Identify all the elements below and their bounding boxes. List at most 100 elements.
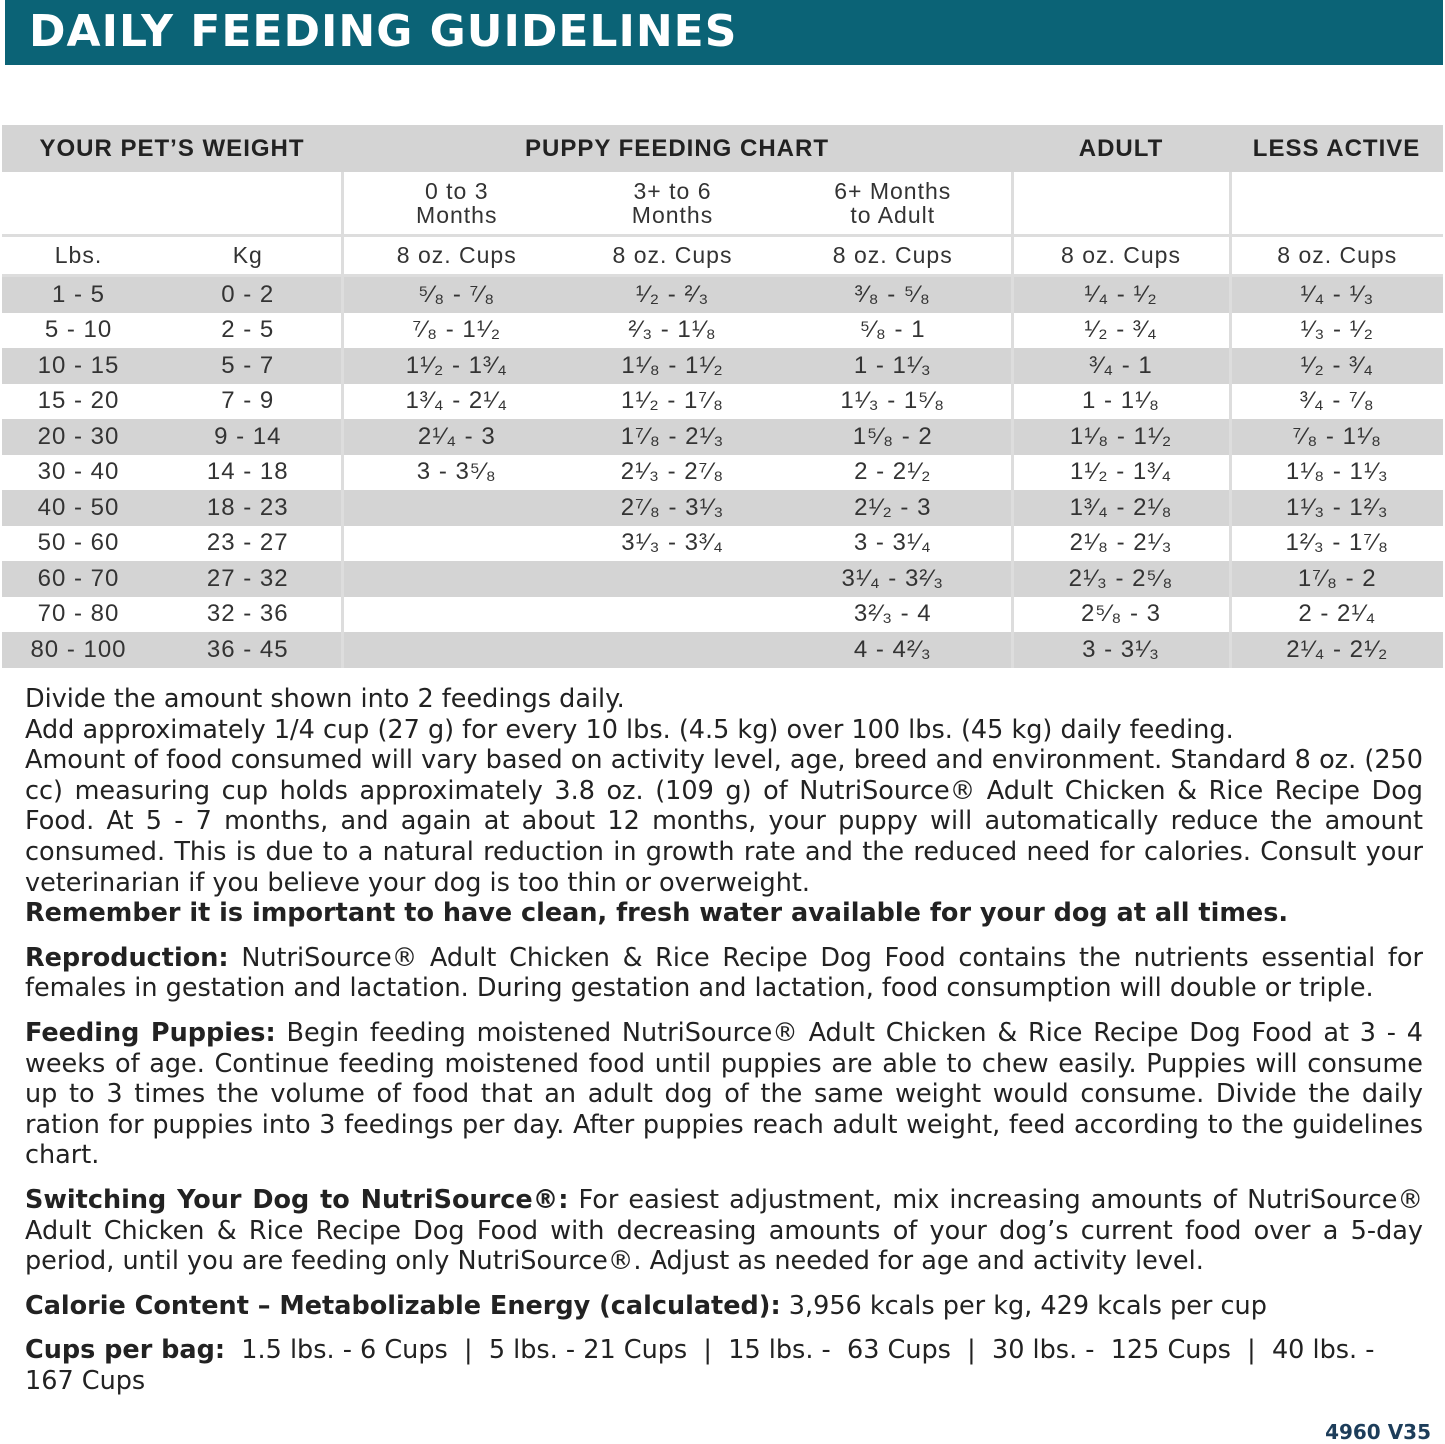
table-cell bbox=[340, 632, 571, 668]
table-cell bbox=[340, 490, 571, 526]
age-row: 0 to 3 Months 3+ to 6 Months 6+ Months t… bbox=[2, 172, 1444, 237]
table-cell: 5 - 7 bbox=[155, 348, 343, 384]
product-code: 4960 V35 bbox=[1325, 1420, 1431, 1444]
table-cell: 2⁵⁄₈ - 3 bbox=[1010, 596, 1231, 632]
table-row: 40 - 50 18 - 23 2⁷⁄₈ - 3¹⁄₃ 2¹⁄₂ - 3 1³⁄₄ - … bbox=[2, 490, 1444, 526]
note-switching: Switching Your Dog to NutriSource®: For … bbox=[25, 1184, 1423, 1277]
table-cell: 1¹⁄₂ - 1³⁄₄ bbox=[340, 348, 571, 384]
unit-cups: 8 oz. Cups bbox=[1010, 235, 1231, 277]
table-row: 80 - 100 36 - 45 4 - 4²⁄₃ 3 - 3¹⁄₃ 2¹⁄₄ - 2¹… bbox=[2, 632, 1444, 668]
note-calories: Calorie Content – Metabolizable Energy (… bbox=[25, 1290, 1267, 1321]
header-adult: ADULT bbox=[1012, 125, 1231, 172]
age-3-6: 3+ to 6 Months bbox=[570, 172, 776, 237]
table-cell: 1¹⁄₃ - 1⁵⁄₈ bbox=[840, 387, 946, 415]
age-6-adult: 6+ Months to Adult bbox=[775, 172, 1013, 237]
note-cups-per-bag: Cups per bag: 1.5 lbs. - 6 Cups | 5 lbs.… bbox=[25, 1335, 1383, 1396]
table-cell: ³⁄₄ - 1 bbox=[1010, 348, 1231, 384]
header-row: YOUR PET’S WEIGHT PUPPY FEEDING CHART AD… bbox=[2, 125, 1444, 172]
table-cell: 1³⁄₄ - 2¹⁄₈ bbox=[1010, 490, 1231, 526]
table-cell bbox=[340, 561, 571, 597]
table-row: 15 - 20 7 - 9 1³⁄₄ - 2¹⁄₄ 1¹⁄₂ - 1⁷⁄₈ 1¹⁄₃ -… bbox=[2, 383, 1444, 419]
unit-cups: 8 oz. Cups bbox=[775, 235, 1013, 277]
table-cell: 3 - 3⁵⁄₈ bbox=[340, 454, 571, 490]
table-cell: 2¹⁄₈ - 2¹⁄₃ bbox=[1010, 525, 1231, 561]
table-cell: 2 - 5 bbox=[221, 316, 275, 344]
table-cell: 1¹⁄₈ - 1¹⁄₂ bbox=[570, 348, 776, 384]
table-cell: 1¹⁄₂ - 1⁷⁄₈ bbox=[621, 387, 724, 415]
table-cell: 2¹⁄₃ - 2⁷⁄₈ bbox=[620, 458, 725, 486]
table-cell: 3²⁄₃ - 4 bbox=[853, 600, 932, 628]
table-cell: 1¹⁄₈ - 1¹⁄₂ bbox=[1010, 419, 1231, 455]
table-cell bbox=[570, 632, 776, 668]
unit-lbs: Lbs. bbox=[2, 235, 155, 277]
table-cell: 1⁷⁄₈ - 2¹⁄₃ bbox=[570, 419, 776, 455]
table-cell: 40 - 50 bbox=[2, 490, 155, 526]
table-cell: 2¹⁄₂ - 3 bbox=[775, 490, 1013, 526]
table-cell: 1 - 5 bbox=[2, 275, 155, 313]
table-cell: 1²⁄₃ - 1⁷⁄₈ bbox=[1228, 525, 1444, 561]
table-cell: 4 - 4²⁄₃ bbox=[775, 632, 1013, 668]
table-cell: 2¹⁄₃ - 2⁵⁄₈ bbox=[1010, 561, 1231, 597]
table-cell: 3¹⁄₄ - 3²⁄₃ bbox=[775, 561, 1013, 597]
table-cell: ³⁄₄ - ⁷⁄₈ bbox=[1228, 383, 1444, 419]
feeding-table: YOUR PET’S WEIGHT PUPPY FEEDING CHART AD… bbox=[2, 125, 1444, 668]
table-cell: 5 - 10 bbox=[44, 316, 113, 344]
table-cell: 80 - 100 bbox=[2, 632, 155, 668]
table-cell: 2 - 2¹⁄₄ bbox=[1228, 596, 1444, 632]
table-cell bbox=[340, 525, 571, 561]
note-water: Remember it is important to have clean, … bbox=[25, 898, 1289, 929]
table-cell: ¹⁄₄ - ¹⁄₃ bbox=[1228, 275, 1444, 313]
table-cell: ³⁄₈ - ⁵⁄₈ bbox=[775, 275, 1013, 313]
table-cell: 30 - 40 bbox=[37, 458, 120, 486]
table-row: 20 - 30 9 - 14 2¹⁄₄ - 3 1⁷⁄₈ - 2¹⁄₃ 1⁵⁄₈ - 2… bbox=[2, 419, 1444, 455]
table-cell: ¹⁄₂ - ²⁄₃ bbox=[570, 275, 776, 313]
table-cell bbox=[340, 596, 571, 632]
header-less-active: LESS ACTIVE bbox=[1230, 125, 1444, 172]
table-row: 5 - 10 2 - 5 ⁷⁄₈ - 1¹⁄₂ ²⁄₃ - 1¹⁄₈ ⁵⁄₈ - 1 ¹⁄… bbox=[2, 312, 1444, 348]
table-cell: 18 - 23 bbox=[155, 490, 343, 526]
table-cell: 2 - 2¹⁄₂ bbox=[854, 458, 932, 486]
table-cell: ¹⁄₄ - ¹⁄₂ bbox=[1010, 275, 1231, 313]
table-cell: 70 - 80 bbox=[37, 600, 120, 628]
note-reproduction: Reproduction: NutriSource® Adult Chicken… bbox=[25, 942, 1423, 1004]
table-cell: 50 - 60 bbox=[37, 529, 120, 557]
table-cell: 3 - 3¹⁄₃ bbox=[1010, 632, 1231, 668]
table-cell: 3 - 3¹⁄₄ bbox=[853, 529, 932, 557]
table-cell: 9 - 14 bbox=[155, 419, 343, 455]
table-cell: 15 - 20 bbox=[37, 387, 120, 415]
table-row: 60 - 70 27 - 32 3¹⁄₄ - 3²⁄₃ 2¹⁄₃ - 2⁵⁄₈ 1⁷⁄₈… bbox=[2, 561, 1444, 597]
table-cell: 10 - 15 bbox=[2, 348, 155, 384]
page-title: DAILY FEEDING GUIDELINES bbox=[29, 6, 738, 57]
table-cell: 2¹⁄₄ - 2¹⁄₂ bbox=[1228, 632, 1444, 668]
table-cell: 27 - 32 bbox=[155, 561, 343, 597]
title-bar: DAILY FEEDING GUIDELINES bbox=[5, 0, 1443, 65]
table-cell: 1⁵⁄₈ - 2 bbox=[775, 419, 1013, 455]
header-weight: YOUR PET’S WEIGHT bbox=[2, 125, 343, 172]
table-cell: ⁵⁄₈ - 1 bbox=[859, 316, 926, 344]
header-puppy: PUPPY FEEDING CHART bbox=[342, 125, 1013, 172]
table-cell: 0 - 2 bbox=[155, 275, 343, 313]
table-row: 50 - 60 23 - 27 3¹⁄₃ - 3³⁄₄ 3 - 3¹⁄₄ 2¹⁄₈ - … bbox=[2, 525, 1444, 561]
table-cell: 1³⁄₄ - 2¹⁄₄ bbox=[340, 383, 571, 419]
table-cell: ¹⁄₃ - ¹⁄₂ bbox=[1228, 312, 1444, 348]
table-cell: ¹⁄₂ - ³⁄₄ bbox=[1228, 348, 1444, 384]
table-cell bbox=[570, 561, 776, 597]
table-cell: 20 - 30 bbox=[2, 419, 155, 455]
table-cell: 32 - 36 bbox=[206, 600, 289, 628]
table-cell: ⁵⁄₈ - ⁷⁄₈ bbox=[340, 275, 571, 313]
table-cell: 1⁷⁄₈ - 2 bbox=[1228, 561, 1444, 597]
table-cell: 1¹⁄₃ - 1²⁄₃ bbox=[1228, 490, 1444, 526]
table-cell: ²⁄₃ - 1¹⁄₈ bbox=[628, 316, 717, 344]
table-row: 30 - 40 14 - 18 3 - 3⁵⁄₈ 2¹⁄₃ - 2⁷⁄₈ 2 - 2¹⁄… bbox=[2, 454, 1444, 490]
unit-kg: Kg bbox=[155, 235, 343, 277]
table-cell: 3¹⁄₃ - 3³⁄₄ bbox=[621, 529, 724, 557]
table-cell: 60 - 70 bbox=[2, 561, 155, 597]
table-cell: 36 - 45 bbox=[155, 632, 343, 668]
unit-cups: 8 oz. Cups bbox=[340, 235, 571, 277]
table-cell: ¹⁄₂ - ³⁄₄ bbox=[1010, 312, 1231, 348]
age-0-3: 0 to 3 Months bbox=[340, 172, 571, 237]
table-cell: 14 - 18 bbox=[206, 458, 289, 486]
note-puppies: Feeding Puppies: Begin feeding moistened… bbox=[25, 1017, 1423, 1171]
